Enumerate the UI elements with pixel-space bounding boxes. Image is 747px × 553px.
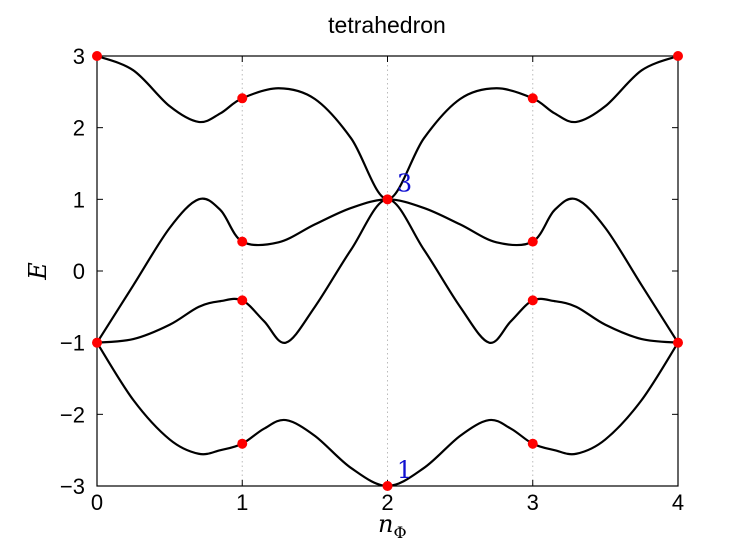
data-point (673, 51, 683, 61)
x-axis-label-sub: Φ (393, 523, 406, 542)
x-tick-label: 1 (236, 490, 248, 515)
data-point (237, 438, 248, 449)
annotation-label: 3 (397, 169, 412, 197)
annotations: 31 (397, 169, 412, 484)
y-tick-label: −3 (60, 474, 85, 499)
data-point (237, 93, 248, 104)
data-point (382, 194, 393, 205)
y-tick-label: 2 (73, 116, 85, 141)
y-tick-label: 1 (73, 187, 85, 212)
data-point (673, 337, 683, 348)
y-tick-label: −1 (60, 331, 85, 356)
data-point (382, 481, 393, 491)
grid (241, 56, 534, 486)
markers (92, 51, 683, 491)
y-tick-label: 0 (73, 259, 85, 284)
data-point (527, 295, 538, 306)
x-tick-labels: 0 1 2 3 4 (91, 490, 684, 515)
chart-title: tetrahedron (328, 12, 446, 38)
data-point (527, 236, 538, 247)
y-tick-label: −2 (60, 402, 85, 427)
y-axis-label: E (24, 262, 52, 281)
series-line (96, 197, 679, 344)
x-tick-label: 3 (527, 490, 539, 515)
x-axis-label: nΦ (378, 510, 407, 542)
data-point (237, 236, 248, 247)
data-point (92, 337, 102, 348)
data-point (237, 295, 248, 306)
y-tick-label: 3 (73, 44, 85, 69)
data-point (92, 51, 102, 61)
x-tick-label: 2 (381, 490, 393, 515)
data-point (527, 93, 538, 104)
series-line (96, 198, 679, 344)
data-point (527, 438, 538, 449)
x-tick-label: 4 (672, 490, 684, 515)
annotation-label: 1 (397, 456, 412, 484)
x-axis-label-main: n (378, 510, 393, 538)
y-tick-labels: −3 −2 −1 0 1 2 3 (60, 44, 85, 499)
x-tick-label: 0 (91, 490, 103, 515)
series-line (96, 342, 679, 488)
